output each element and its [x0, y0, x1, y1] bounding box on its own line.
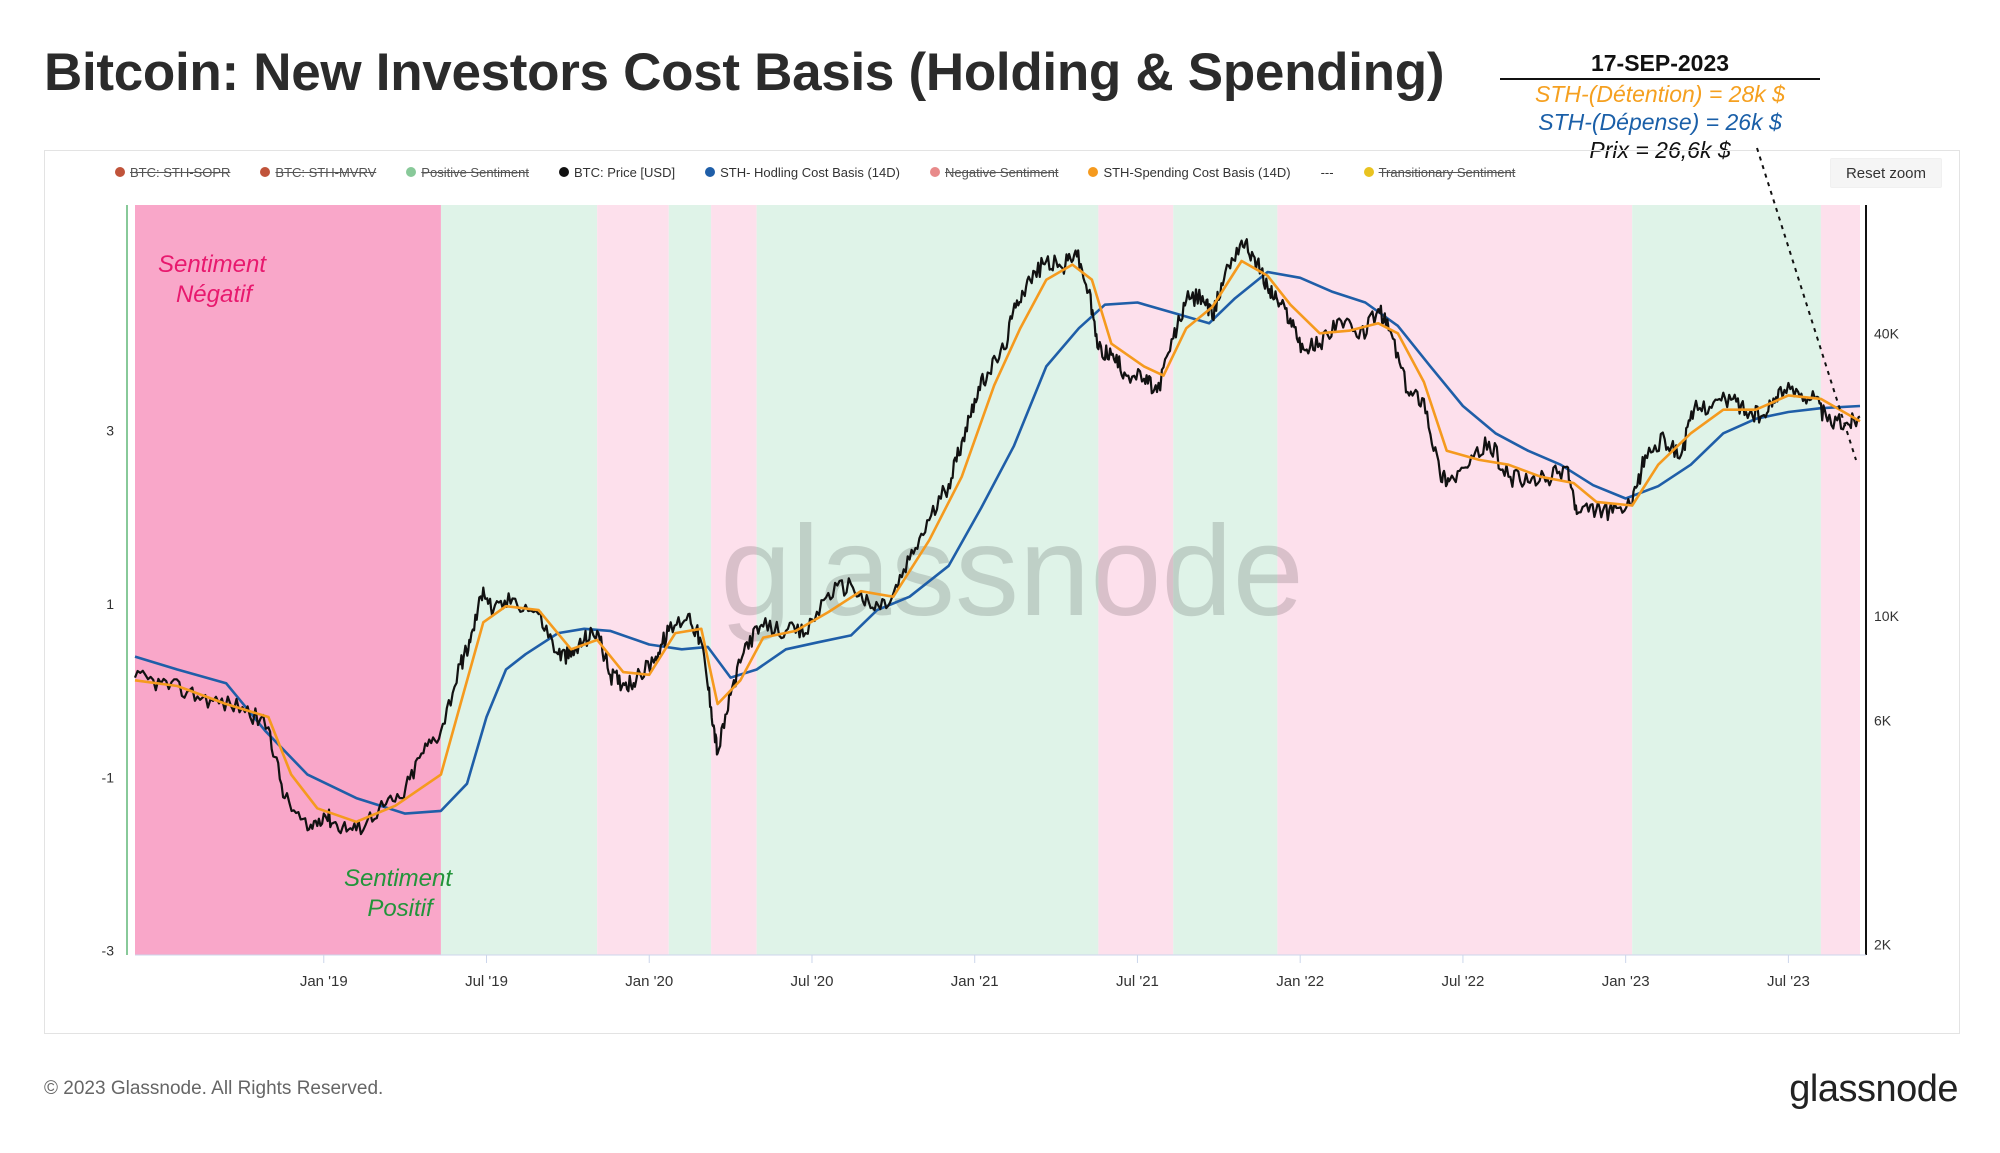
left-tick-label: -1 [102, 769, 115, 785]
left-tick-label: -3 [102, 943, 115, 959]
positive-sentiment-label: Sentiment Positif [344, 865, 453, 922]
annotation-spending: STH-(Dépense) = 26k $ [1538, 109, 1782, 135]
chart-frame [44, 150, 1960, 1034]
legend-label: BTC: STH-MVRV [275, 164, 377, 180]
x-tick-label: Jul '23 [1767, 973, 1810, 990]
legend-marker-icon [115, 167, 125, 177]
legend-marker-icon [558, 167, 569, 177]
x-tick-label: Jan '20 [625, 973, 673, 990]
legend-marker-icon [1363, 167, 1374, 177]
sentiment-band-negative [597, 205, 669, 955]
legend-item[interactable]: --- [1321, 165, 1334, 180]
spending-cost-basis-line [134, 259, 1861, 824]
copyright-text: © 2023 Glassnode. All Rights Reserved. [44, 1078, 384, 1099]
x-tick-label: Jul '20 [791, 973, 834, 990]
legend-label: Positive Sentiment [421, 164, 529, 180]
legend-marker-icon [929, 167, 940, 177]
sentiment-band-positive [1632, 205, 1821, 955]
watermark: glassnode [720, 500, 1304, 643]
legend-label: Negative Sentiment [944, 164, 1059, 180]
legend-label: --- [1320, 164, 1334, 180]
right-tick-label: 2K [1874, 937, 1892, 953]
legend-item[interactable]: BTC: STH-MVRV [260, 165, 376, 180]
sentiment-band-positive [1173, 205, 1278, 955]
legend-item[interactable]: BTC: Price [USD] [558, 164, 676, 180]
legend-label: Transitionary Sentiment [1378, 164, 1516, 180]
right-tick-label: 40K [1874, 325, 1900, 341]
annotation-date: 17-SEP-2023 [1500, 50, 1820, 80]
x-tick-label: Jan '23 [1602, 973, 1650, 990]
sentiment-band-negative [1098, 205, 1174, 955]
brand-logo: glassnode [1789, 1068, 1958, 1110]
right-tick-label: 6K [1874, 712, 1892, 728]
legend-item[interactable]: Negative Sentiment [929, 164, 1059, 180]
price-series-line [133, 238, 1861, 836]
sentiment-band-negative [1820, 205, 1860, 955]
legend-label: STH- Hodling Cost Basis (14D) [720, 164, 900, 180]
legend-marker-icon [260, 167, 271, 177]
legend-label: BTC: STH-SOPR [130, 164, 231, 180]
x-tick-label: Jan '21 [951, 973, 999, 990]
page-title: Bitcoin: New Investors Cost Basis (Holdi… [44, 43, 1445, 102]
legend-marker-icon [1088, 167, 1099, 177]
reset-zoom-button[interactable]: Reset zoom [1830, 158, 1942, 188]
sentiment-band-negative [1277, 205, 1633, 955]
legend-item[interactable]: STH-Spending Cost Basis (14D) [1088, 164, 1291, 180]
legend-item[interactable]: BTC: STH-SOPR [115, 165, 230, 180]
legend-item[interactable]: Transitionary Sentiment [1363, 164, 1516, 180]
negative-sentiment-label: Sentiment Négatif [158, 251, 267, 308]
x-tick-label: Jan '22 [1276, 973, 1324, 990]
sentiment-band-positive [440, 205, 598, 955]
hodling-cost-basis-line [134, 270, 1861, 815]
x-tick-label: Jan '19 [300, 973, 348, 990]
sentiment-band-positive [756, 205, 1099, 955]
legend-item[interactable]: Positive Sentiment [406, 165, 529, 180]
legend-item[interactable]: STH- Hodling Cost Basis (14D) [705, 165, 900, 180]
sentiment-band-negative_dark [135, 205, 441, 955]
series-lines [133, 238, 1861, 836]
price-callout-line [1756, 147, 1857, 461]
x-tick-label: Jul '19 [465, 973, 508, 990]
sentiment-bands [135, 205, 1860, 955]
sentiment-labels: Sentiment Négatif Sentiment Positif [158, 251, 453, 922]
legend-marker-icon [406, 167, 417, 177]
sentiment-band-negative [711, 205, 757, 955]
left-tick-label: 3 [106, 422, 114, 438]
right-tick-label: 10K [1874, 608, 1900, 624]
left-tick-label: 1 [106, 596, 114, 612]
sentiment-band-positive [668, 205, 712, 955]
legend-marker-icon [705, 167, 716, 177]
x-tick-label: Jul '22 [1441, 973, 1484, 990]
legend-label: STH-Spending Cost Basis (14D) [1103, 164, 1291, 180]
chart-legend: BTC: STH-SOPR BTC: STH-MVRV Positive Senti… [115, 162, 1545, 182]
legend-label: BTC: Price [USD] [573, 164, 676, 180]
axes: 3 1 -1 -3 40K 10K 6K 2K Jan '19 Jul '19 Jan '20 Jul… [102, 205, 1900, 990]
annotation-holding: STH-(Détention) = 28k $ [1535, 81, 1785, 107]
x-tick-label: Jul '21 [1116, 973, 1159, 990]
